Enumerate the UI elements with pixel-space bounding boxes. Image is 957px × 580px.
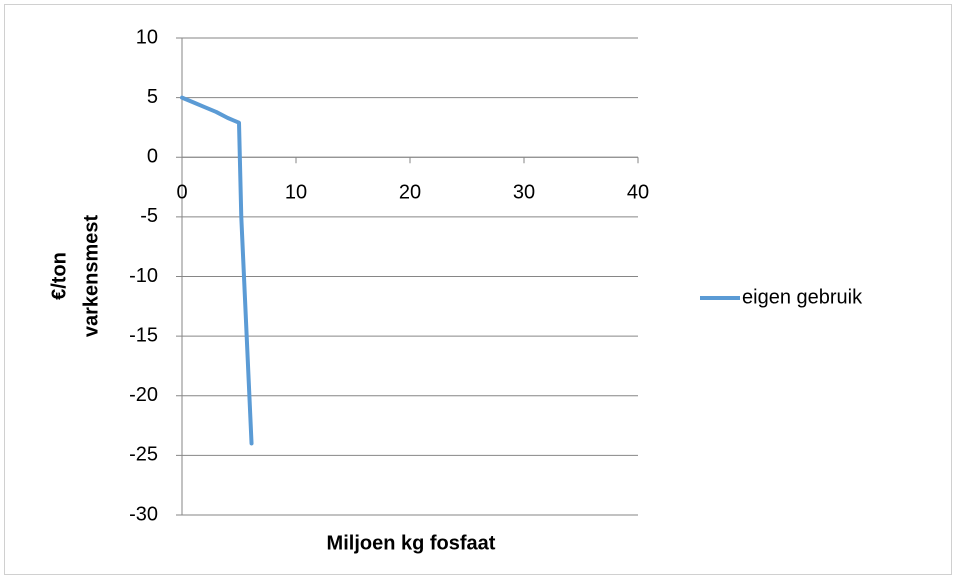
y-tick-label: 10 [136, 26, 158, 48]
y-tick-label: 0 [147, 146, 158, 168]
x-tick-label: 20 [399, 182, 421, 204]
x-tick-label: 40 [627, 182, 649, 204]
y-tick-label: -25 [129, 444, 158, 466]
y-tick-label: -20 [129, 384, 158, 406]
x-axis-label: Miljoen kg fosfaat [327, 532, 496, 554]
x-tick-label: 0 [176, 182, 187, 204]
y-tick-label: -15 [129, 324, 158, 346]
y-axis-label-line: €/ton [48, 252, 70, 300]
y-axis-label-line: varkensmest [80, 215, 102, 338]
chart-frame [4, 4, 952, 575]
legend-label: eigen gebruik [742, 286, 863, 308]
y-axis-label: €/ton varkensmest [48, 215, 102, 338]
y-tick-label: -30 [129, 503, 158, 525]
line-series [180, 95, 254, 446]
x-tick-label: 30 [513, 182, 535, 204]
x-tick-label: 10 [285, 182, 307, 204]
y-tick-label: 5 [147, 86, 158, 108]
y-tick-label: -5 [140, 205, 158, 227]
y-tick-label: -10 [129, 265, 158, 287]
